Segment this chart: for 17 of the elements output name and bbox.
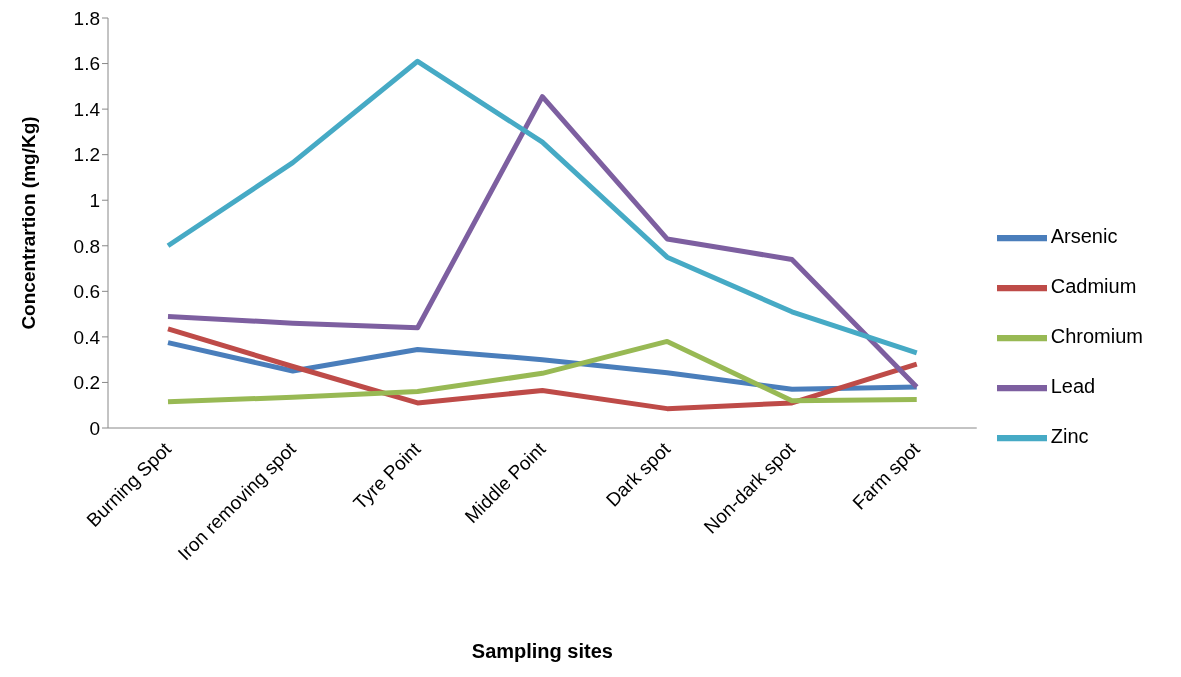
legend-label: Cadmium: [1050, 275, 1137, 298]
legend-label: Zinc: [1050, 425, 1089, 448]
y-tick-label: 1.6: [73, 53, 100, 75]
legend-label: Lead: [1050, 375, 1096, 398]
y-tick-label: 0: [89, 417, 100, 439]
legend-label: Chromium: [1050, 325, 1143, 348]
y-tick-label: 0.4: [73, 326, 101, 348]
y-tick-label: 0.6: [73, 281, 100, 303]
legend-label: Arsenic: [1050, 225, 1118, 248]
y-tick-label: 0.2: [73, 372, 100, 394]
x-axis-title: Sampling sites: [471, 640, 613, 662]
y-tick-label: 1: [89, 189, 100, 211]
y-axis-title: Concentrartion (mg/Kg): [17, 116, 39, 330]
y-tick-label: 0.8: [73, 235, 100, 257]
y-tick-label: 1.4: [73, 98, 101, 120]
y-tick-label: 1.2: [73, 144, 100, 166]
y-tick-label: 1.8: [73, 7, 100, 29]
